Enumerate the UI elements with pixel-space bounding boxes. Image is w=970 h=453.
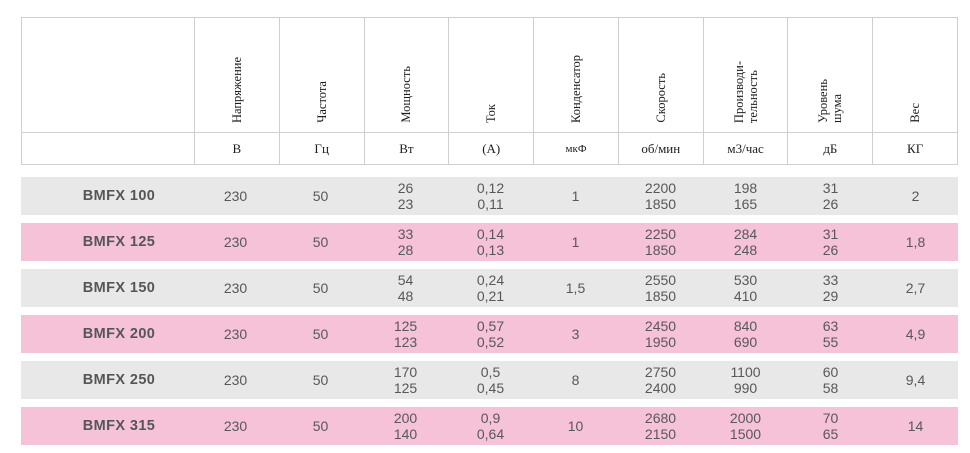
cell-power: 26 23 bbox=[397, 180, 414, 212]
column-label-capacitor: Конденсатор bbox=[569, 55, 584, 123]
cell-weight: 1,8 bbox=[905, 234, 926, 250]
cell-model: BMFX 200 bbox=[82, 326, 156, 342]
header-cell-capacity: Производи- тельность bbox=[702, 18, 788, 132]
unit-cell-model bbox=[22, 133, 194, 164]
cell-noise: 70 65 bbox=[822, 410, 839, 442]
cell-model: BMFX 100 bbox=[82, 188, 156, 204]
cell-speed: 2200 1850 bbox=[644, 180, 677, 212]
cell-model: BMFX 125 bbox=[82, 234, 156, 250]
cell-power: 54 48 bbox=[397, 272, 414, 304]
cell-capacitor: 1 bbox=[571, 188, 580, 204]
cell-current: 0,57 0,52 bbox=[476, 318, 505, 350]
cell-capacity: 530 410 bbox=[733, 272, 758, 304]
cell-frequency: 50 bbox=[312, 188, 329, 204]
cell-weight: 2,7 bbox=[905, 280, 926, 296]
spec-table: Напряжение Частота Мощность Ток Конденса… bbox=[21, 17, 958, 445]
unit-power: Вт bbox=[363, 133, 449, 164]
cell-frequency: 50 bbox=[312, 326, 329, 342]
table-row-bmfx-100: BMFX 100 230 50 26 23 0,12 0,11 1 2200 1… bbox=[21, 177, 958, 215]
column-label-noise: Уровень шума bbox=[816, 78, 845, 123]
cell-noise: 33 29 bbox=[822, 272, 839, 304]
column-label-speed: Скорость bbox=[653, 73, 668, 123]
cell-voltage: 230 bbox=[223, 418, 248, 434]
unit-frequency: Гц bbox=[278, 133, 364, 164]
column-label-weight: Вес bbox=[908, 103, 923, 123]
cell-speed: 2750 2400 bbox=[644, 364, 677, 396]
cell-current: 0,12 0,11 bbox=[476, 180, 505, 212]
header-cell-capacitor: Конденсатор bbox=[533, 18, 618, 132]
header-cell-model bbox=[22, 18, 194, 132]
cell-weight: 2 bbox=[911, 188, 920, 204]
unit-weight: КГ bbox=[872, 133, 957, 164]
header-cell-speed: Скорость bbox=[617, 18, 703, 132]
cell-frequency: 50 bbox=[312, 372, 329, 388]
header-cell-noise: Уровень шума bbox=[787, 18, 872, 132]
cell-speed: 2250 1850 bbox=[644, 226, 677, 258]
table-row-bmfx-125: BMFX 125 230 50 33 28 0,14 0,13 1 2250 1… bbox=[21, 223, 958, 261]
cell-noise: 31 26 bbox=[822, 226, 839, 258]
unit-capacity: м3/час bbox=[702, 133, 788, 164]
cell-current: 0,14 0,13 bbox=[476, 226, 505, 258]
cell-capacitor: 1 bbox=[571, 234, 580, 250]
unit-voltage: В bbox=[194, 133, 279, 164]
header-row-units: В Гц Вт (А) мкФ об/мин м3/час дБ КГ bbox=[22, 132, 957, 164]
cell-voltage: 230 bbox=[223, 234, 248, 250]
column-label-voltage: Напряжение bbox=[229, 56, 244, 123]
cell-capacitor: 8 bbox=[571, 372, 580, 388]
cell-voltage: 230 bbox=[223, 280, 248, 296]
header-row-labels: Напряжение Частота Мощность Ток Конденса… bbox=[22, 18, 957, 132]
cell-capacity: 284 248 bbox=[733, 226, 758, 258]
cell-power: 200 140 bbox=[393, 410, 418, 442]
cell-model: BMFX 250 bbox=[82, 372, 156, 388]
table-row-bmfx-150: BMFX 150 230 50 54 48 0,24 0,21 1,5 2550… bbox=[21, 269, 958, 307]
cell-frequency: 50 bbox=[312, 418, 329, 434]
cell-noise: 63 55 bbox=[822, 318, 839, 350]
column-label-power: Мощность bbox=[399, 66, 414, 123]
header-cell-frequency: Частота bbox=[278, 18, 364, 132]
column-label-capacity: Производи- тельность bbox=[731, 60, 760, 123]
cell-capacity: 2000 1500 bbox=[729, 410, 762, 442]
cell-frequency: 50 bbox=[312, 280, 329, 296]
column-label-frequency: Частота bbox=[314, 81, 329, 123]
cell-model: BMFX 315 bbox=[82, 418, 156, 434]
cell-current: 0,5 0,45 bbox=[476, 364, 505, 396]
cell-speed: 2680 2150 bbox=[644, 410, 677, 442]
cell-power: 170 125 bbox=[393, 364, 418, 396]
cell-voltage: 230 bbox=[223, 188, 248, 204]
column-label-current: Ток bbox=[484, 103, 499, 123]
cell-capacity: 198 165 bbox=[733, 180, 758, 212]
cell-current: 0,9 0,64 bbox=[476, 410, 505, 442]
spec-table-header: Напряжение Частота Мощность Ток Конденса… bbox=[21, 17, 958, 165]
cell-noise: 60 58 bbox=[822, 364, 839, 396]
header-cell-weight: Вес bbox=[872, 18, 957, 132]
cell-power: 33 28 bbox=[397, 226, 414, 258]
cell-current: 0,24 0,21 bbox=[476, 272, 505, 304]
cell-capacitor: 1,5 bbox=[565, 280, 586, 296]
cell-weight: 14 bbox=[907, 418, 924, 434]
cell-speed: 2550 1850 bbox=[644, 272, 677, 304]
header-cell-power: Мощность bbox=[363, 18, 449, 132]
cell-capacity: 840 690 bbox=[733, 318, 758, 350]
table-row-bmfx-315: BMFX 315 230 50 200 140 0,9 0,64 10 2680… bbox=[21, 407, 958, 445]
header-cell-current: Ток bbox=[448, 18, 533, 132]
table-row-bmfx-250: BMFX 250 230 50 170 125 0,5 0,45 8 2750 … bbox=[21, 361, 958, 399]
cell-voltage: 230 bbox=[223, 372, 248, 388]
header-cell-voltage: Напряжение bbox=[194, 18, 279, 132]
cell-weight: 9,4 bbox=[905, 372, 926, 388]
unit-noise: дБ bbox=[787, 133, 872, 164]
cell-model: BMFX 150 bbox=[82, 280, 156, 296]
unit-speed: об/мин bbox=[617, 133, 703, 164]
cell-capacitor: 10 bbox=[567, 418, 584, 434]
cell-weight: 4,9 bbox=[905, 326, 926, 342]
unit-capacitor: мкФ bbox=[533, 133, 618, 164]
unit-current: (А) bbox=[448, 133, 533, 164]
cell-capacitor: 3 bbox=[571, 326, 580, 342]
cell-noise: 31 26 bbox=[822, 180, 839, 212]
cell-speed: 2450 1950 bbox=[644, 318, 677, 350]
cell-voltage: 230 bbox=[223, 326, 248, 342]
cell-frequency: 50 bbox=[312, 234, 329, 250]
cell-capacity: 1100 990 bbox=[730, 364, 761, 396]
cell-power: 125 123 bbox=[393, 318, 418, 350]
table-row-bmfx-200: BMFX 200 230 50 125 123 0,57 0,52 3 2450… bbox=[21, 315, 958, 353]
